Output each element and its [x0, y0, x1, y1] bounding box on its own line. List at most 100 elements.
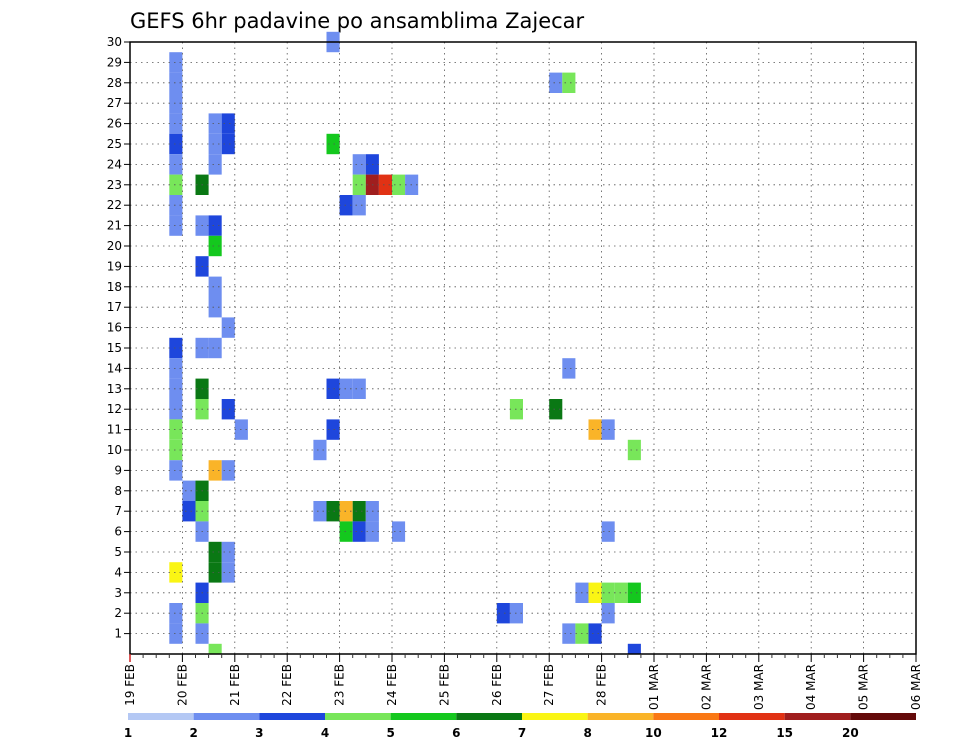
heatmap-cell — [352, 378, 366, 399]
heatmap-cell — [221, 399, 235, 420]
heatmap-cell — [601, 603, 615, 624]
x-tick-label: 25 FEB — [437, 664, 451, 706]
y-tick-label: 4 — [114, 565, 122, 579]
heatmap-cell — [549, 399, 563, 420]
plot-frame — [129, 41, 917, 655]
heatmap-cell — [221, 541, 235, 563]
heatmap-cell — [208, 541, 222, 563]
colorbar-swatch — [390, 713, 457, 720]
y-tick-label: 30 — [107, 35, 122, 49]
colorbar-swatch — [784, 713, 851, 720]
x-tick-label: 21 FEB — [228, 664, 242, 706]
colorbar-label: 3 — [255, 726, 263, 740]
colorbar-swatch — [456, 713, 522, 720]
x-tick-label: 27 FEB — [542, 664, 556, 706]
heatmap-cell — [169, 72, 183, 93]
y-tick-label: 17 — [107, 300, 122, 314]
heatmap-cell — [562, 623, 576, 644]
y-tick-label: 29 — [107, 55, 122, 69]
heatmap-cell — [352, 174, 366, 195]
x-tick-label: 24 FEB — [385, 664, 399, 706]
y-tick-label: 22 — [107, 198, 122, 212]
heatmap-cell — [208, 154, 222, 175]
heatmap-cell — [326, 501, 340, 522]
x-tick-label: 05 MAR — [857, 664, 871, 710]
heatmap-cell — [169, 113, 183, 134]
heatmap-cell — [169, 93, 183, 114]
heatmap-cell — [627, 439, 641, 461]
colorbar-label: 8 — [583, 726, 591, 740]
x-tick-label: 04 MAR — [804, 664, 818, 710]
y-tick-label: 1 — [114, 627, 122, 641]
y-tick-label: 21 — [107, 219, 122, 233]
heatmap-cell — [208, 276, 222, 297]
colorbar-swatch — [259, 713, 325, 720]
heatmap-cell — [339, 501, 353, 522]
heatmap-cell — [208, 562, 222, 583]
y-tick-label: 14 — [107, 361, 122, 375]
chart-title: GEFS 6hr padavine po ansamblima Zajecar — [130, 9, 585, 33]
heatmap-cell — [208, 337, 222, 359]
heatmap-cell — [392, 521, 406, 542]
heatmap-cell — [208, 297, 222, 318]
y-tick-label: 25 — [107, 137, 122, 151]
heatmap-cell — [169, 399, 183, 420]
heatmap-cell — [221, 317, 235, 338]
y-axis: 1234567891011121314151617181920212223242… — [107, 35, 130, 641]
colorbar-label: 15 — [776, 726, 793, 740]
y-tick-label: 24 — [107, 157, 122, 171]
heatmap-cell — [588, 419, 602, 440]
y-tick-label: 18 — [107, 280, 122, 294]
heatmap-cell — [601, 582, 615, 603]
heatmap-cell — [313, 501, 327, 522]
heatmap-cell — [169, 215, 183, 236]
heatmap-cell — [352, 501, 366, 522]
heatmap-cell — [496, 603, 510, 624]
colorbar-swatch — [193, 713, 260, 720]
y-tick-label: 6 — [114, 525, 122, 539]
heatmap-cell — [339, 521, 353, 542]
grid-lines — [130, 42, 916, 654]
heatmap-cells — [169, 31, 641, 654]
heatmap-cell — [169, 133, 183, 155]
heatmap-cell — [627, 582, 641, 603]
heatmap-cell — [169, 52, 183, 73]
heatmap-cell — [208, 215, 222, 236]
y-tick-label: 12 — [107, 402, 122, 416]
colorbar-label: 20 — [842, 726, 859, 740]
heatmap-cell — [339, 378, 353, 399]
colorbar-legend: 1 2 3 4 5 6 7 8 10 12 15 20 — [124, 713, 916, 740]
heatmap-cell — [169, 337, 183, 359]
x-tick-label: 06 MAR — [909, 664, 923, 710]
y-tick-label: 28 — [107, 76, 122, 90]
colorbar-swatch — [587, 713, 654, 720]
heatmap-cell — [352, 154, 366, 175]
x-tick-label: 19 FEB — [123, 664, 137, 706]
y-tick-label: 20 — [107, 239, 122, 253]
heatmap-cell — [221, 133, 235, 155]
colorbar-label: 7 — [518, 726, 526, 740]
x-tick-label: 02 MAR — [699, 664, 713, 710]
x-tick-label: 26 FEB — [490, 664, 504, 706]
heatmap-cell — [208, 113, 222, 134]
heatmap-cell — [601, 521, 615, 542]
colorbar-swatch — [128, 713, 194, 720]
heatmap-cell — [221, 460, 235, 481]
y-tick-label: 2 — [114, 606, 122, 620]
y-tick-label: 9 — [114, 463, 122, 477]
heatmap-cell — [378, 174, 392, 195]
y-tick-label: 13 — [107, 382, 122, 396]
colorbar-label: 12 — [711, 726, 728, 740]
colorbar-swatch — [719, 713, 785, 720]
heatmap-cell — [562, 358, 576, 379]
heatmap-cell — [169, 378, 183, 399]
x-tick-label: 01 MAR — [647, 664, 661, 710]
heatmap-cell — [169, 562, 183, 583]
colorbar-swatch — [653, 713, 719, 720]
heatmap-cell — [392, 174, 406, 195]
heatmap-cell — [339, 195, 353, 216]
x-tick-label: 20 FEB — [175, 664, 189, 706]
heatmap-cell — [313, 439, 327, 461]
heatmap-cell — [208, 460, 222, 481]
